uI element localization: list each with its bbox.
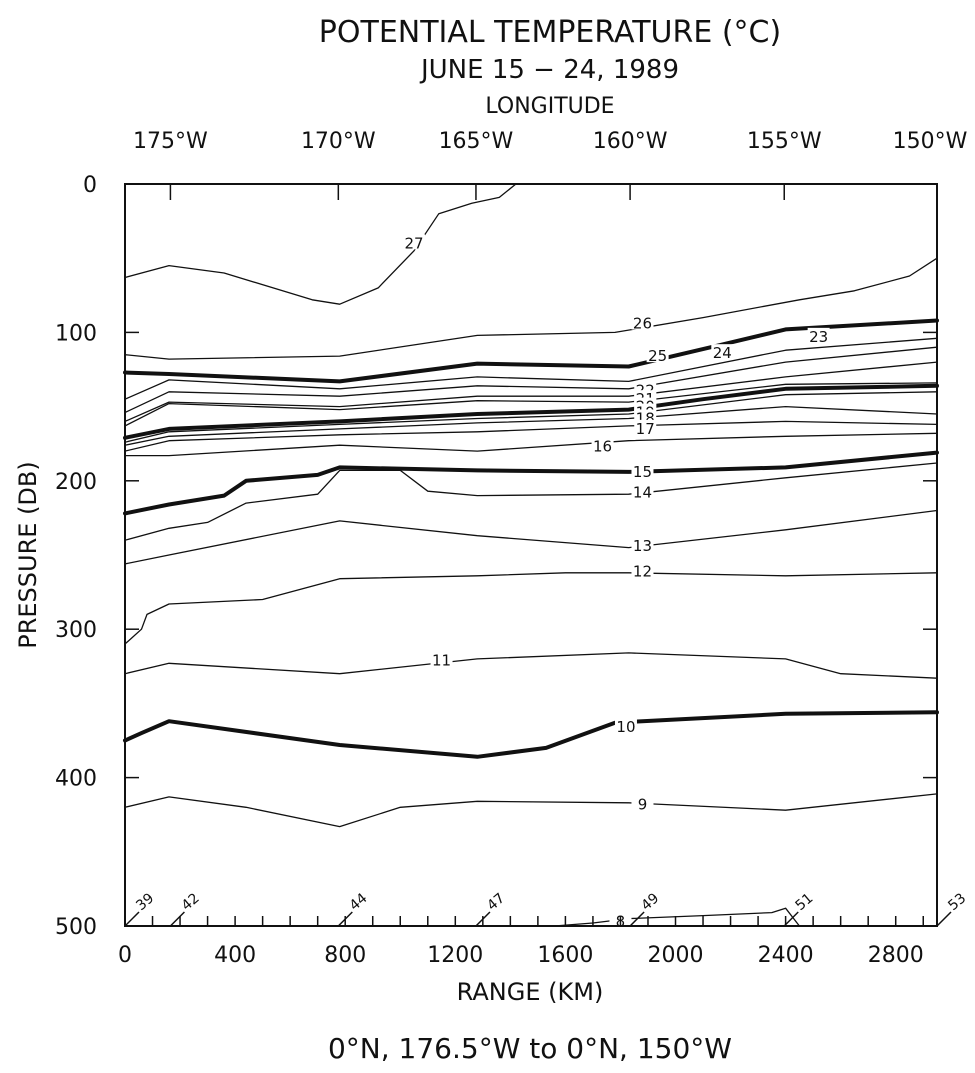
isotherm-10 [123,710,939,759]
top-tick-label: 175°W [133,129,208,154]
isotherm-label-bg [807,327,830,343]
isotherm-label-14: 14 [633,484,652,502]
station-label: 39 [133,890,157,914]
isotherm-label-bg [631,462,654,478]
station-label: 51 [793,890,817,914]
footer-text: 0°N, 176.5°W to 0°N, 150°W [328,1032,732,1065]
top-tick-label: 150°W [893,129,968,154]
top-axis-label: LONGITUDE [485,94,614,119]
x-axis-label: RANGE (KM) [457,978,604,1006]
y-tick-label: 0 [83,173,97,198]
top-tick-label: 160°W [593,129,668,154]
chart-subtitle: JUNE 15 − 24, 1989 [419,55,679,85]
isotherm-label-13: 13 [633,537,652,555]
isotherm-label-bg [631,483,654,499]
isotherm-17 [124,420,938,452]
top-tick-label: 155°W [747,129,822,154]
isotherm-label-bg [403,234,426,250]
station-marker [169,911,185,927]
isotherm-label-bg [711,344,734,360]
top-axis-ticks: 175°W 170°W 165°W 160°W 155°W 150°W [133,129,968,200]
isotherm-label-17: 17 [636,420,655,438]
isotherm-11 [124,652,938,679]
y-axis-label: PRESSURE (DB) [14,461,42,649]
isotherm-label-bg [430,651,453,667]
isotherm-23 [124,346,938,414]
isotherm-21 [124,382,938,427]
top-tick-label: 170°W [301,129,376,154]
station-markers: 39 42 44 47 49 51 53 [124,890,969,927]
isotherm-9 [124,793,938,828]
isotherm-label-bg [631,562,654,578]
y-tick-label: 500 [55,915,97,940]
isotherm-27 [124,183,517,305]
isotherm-label-bg [591,437,614,453]
isotherm-label-11: 11 [432,651,451,669]
station-label: 44 [347,890,371,914]
isotherm-label-bg [631,314,654,330]
x-tick-label: 1600 [537,943,593,968]
isotherm-label-27: 27 [404,234,423,252]
isotherm-18 [124,405,938,446]
station-label: 47 [484,890,508,914]
station-label: 42 [179,890,203,914]
isotherm-label-23: 23 [809,328,828,346]
isotherm-label-9: 9 [638,795,648,813]
isotherm-label-10: 10 [616,718,635,736]
x-tick-label: 2000 [648,943,704,968]
y-tick-label: 300 [55,618,97,643]
isotherm-8 [553,907,801,927]
top-tick-label: 165°W [439,129,514,154]
isotherm-12 [124,572,938,645]
contour-lines: 27262524232221201918171615141312111098 [123,183,939,931]
station-label: 53 [945,890,969,914]
chart-title: POTENTIAL TEMPERATURE (°C) [319,15,781,50]
isotherm-label-bg [614,718,637,734]
isotherm-label-25: 25 [648,347,667,365]
isotherm-label-12: 12 [633,562,652,580]
x-tick-label: 2800 [868,943,924,968]
plot-frame [124,183,938,927]
station-marker [783,911,799,927]
isotherm-14 [124,462,938,541]
y-axis-ticks: 0 100 200 300 400 500 [55,173,937,940]
isotherm-26 [124,257,938,360]
y-tick-label: 200 [55,470,97,495]
isotherm-24 [124,337,938,400]
isotherm-label-bg [646,347,669,363]
y-tick-label: 100 [55,321,97,346]
y-tick-label: 400 [55,767,97,792]
isotherm-15 [123,450,939,516]
isotherm-16 [124,432,938,457]
isotherm-25 [123,318,939,384]
station-marker [936,911,952,927]
station-marker [629,911,645,927]
isotherm-label-bg [634,419,657,435]
isotherm-label-bg [631,537,654,553]
isotherm-19 [124,391,938,443]
isotherm-13 [124,509,938,565]
x-tick-label: 400 [214,943,256,968]
station-label: 49 [638,890,662,914]
isotherm-label-26: 26 [633,314,652,332]
isotherm-label-15: 15 [633,463,652,481]
isotherm-label-bg [631,795,654,811]
isotherm-22 [124,361,938,423]
station-marker [124,911,140,927]
x-tick-label: 0 [118,943,132,968]
x-tick-label: 2400 [758,943,814,968]
x-axis-ticks: 0 400 800 1200 1600 2000 2400 2800 [118,916,924,968]
x-tick-label: 1200 [427,943,483,968]
x-tick-label: 800 [324,943,366,968]
isotherm-label-16: 16 [593,438,612,456]
isotherm-20 [123,383,939,440]
isotherm-label-24: 24 [713,344,732,362]
